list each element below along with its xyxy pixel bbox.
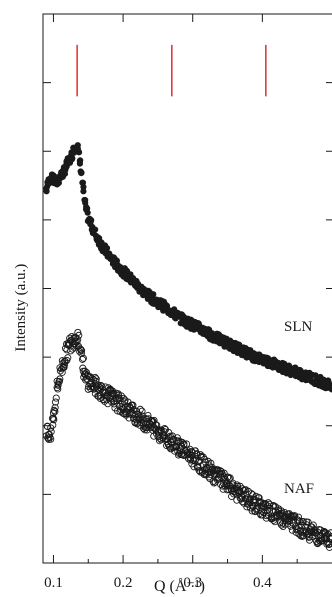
sln-point [75,149,83,156]
naf-point [97,381,105,389]
sln-point [77,157,84,164]
x-tick-label: 0.2 [114,575,133,591]
naf-point [51,404,59,412]
naf-point [61,357,69,366]
naf-point [264,502,272,510]
naf-point [201,455,209,463]
naf-point [77,347,86,355]
naf-point [236,482,244,490]
naf-point [54,385,62,393]
sln-point [74,142,81,149]
naf-point [76,345,84,353]
naf-point [74,328,82,336]
naf-point [130,415,138,423]
x-axis-tick-labels: 0.1 0.2 0.3 0.4 [44,575,272,591]
sln-point [328,383,332,390]
naf-point [68,338,76,346]
naf-point [120,394,128,403]
naf-point [92,377,100,385]
naf-point [220,469,228,477]
naf-point [311,526,319,534]
naf-point [294,513,303,521]
series-label-sln: SLN [284,319,313,335]
naf-point [117,392,125,400]
sln-point [80,183,87,191]
naf-point [249,491,257,499]
sln-point [43,188,50,195]
naf-point [81,367,89,375]
sln-point [78,169,85,176]
x-tick-label: 0.4 [253,575,272,591]
sln-point [88,217,95,224]
naf-point [161,425,169,433]
naf-point [106,393,114,402]
naf-point [50,416,58,424]
naf-point [55,377,63,385]
naf-point [144,411,152,420]
naf-point [56,375,64,383]
naf-point [91,373,99,382]
naf-point [75,331,83,339]
naf-point [49,421,57,429]
naf-point [136,405,144,413]
naf-point [165,443,174,451]
naf-point [294,516,302,524]
naf-point [325,543,332,551]
naf-point [47,428,55,436]
naf-point [255,494,263,502]
x-tick-label: 0.1 [44,575,63,591]
naf-point [61,361,69,369]
naf-point [194,462,202,470]
sln-point [150,291,157,298]
naf-point [43,422,52,431]
sln-point [69,155,76,162]
sln-point [80,188,87,195]
naf-point [114,391,123,399]
naf-point [54,381,62,389]
y-axis-ticks [43,82,332,495]
naf-point [327,533,332,541]
sln-point [103,245,111,252]
naf-point [291,523,299,531]
naf-point [78,355,87,363]
x-axis-ticks [52,14,298,563]
naf-point [327,529,332,537]
naf-point [51,408,59,416]
naf-point [64,354,72,362]
naf-point [79,354,87,362]
naf-point [205,473,213,481]
naf-point [256,509,264,517]
naf-point [47,435,55,443]
naf-point [74,335,82,343]
naf-point [178,438,186,447]
naf-point [160,428,168,436]
naf-point [139,415,147,423]
y-axis-label: Intensity (a.u.) [13,264,29,352]
naf-point [129,401,137,409]
series-label-naf: NAF [284,481,314,497]
naf-point [99,396,107,404]
naf-point [315,537,323,545]
naf-point [296,517,304,525]
naf-point [120,410,128,418]
sln-point [92,226,99,233]
naf-point [138,407,146,415]
x-axis-label: Q (Å⁻¹) [154,577,205,595]
naf-point [323,538,332,547]
naf-point [49,409,57,417]
naf-series [42,328,332,551]
sln-point [84,209,91,216]
naf-point [51,398,60,406]
sln-point [82,196,89,204]
reference-lines [76,44,267,97]
sln-series [43,142,332,393]
naf-point [168,432,176,440]
x-tick-label: 0.3 [183,575,202,591]
naf-point [52,394,60,402]
naf-point [225,475,233,483]
